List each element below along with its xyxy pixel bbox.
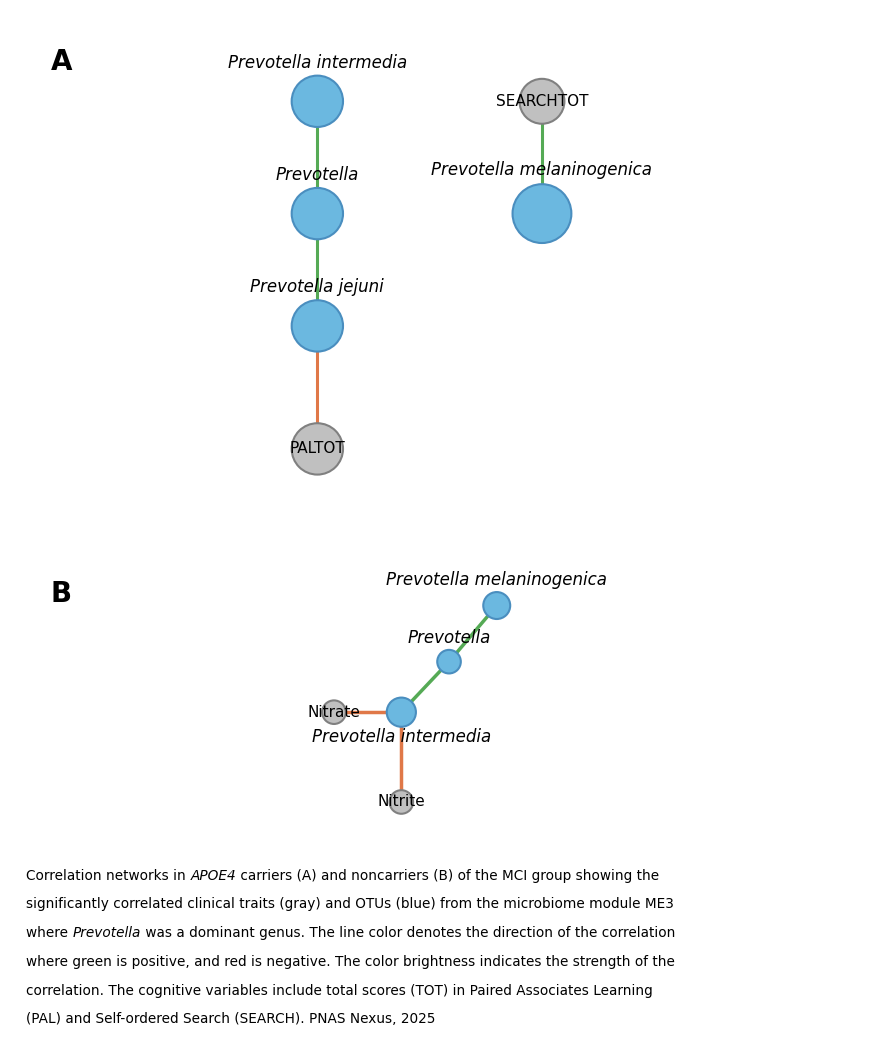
- Circle shape: [389, 790, 413, 813]
- Text: Prevotella intermedia: Prevotella intermedia: [228, 54, 407, 72]
- Text: where: where: [26, 926, 72, 940]
- Text: PALTOT: PALTOT: [289, 442, 345, 456]
- Circle shape: [291, 75, 342, 127]
- Text: Correlation networks in: Correlation networks in: [26, 868, 190, 882]
- Text: significantly correlated clinical traits (gray) and OTUs (blue) from the microbi: significantly correlated clinical traits…: [26, 897, 673, 912]
- Circle shape: [482, 592, 509, 620]
- Text: Prevotella melaninogenica: Prevotella melaninogenica: [386, 571, 607, 589]
- Text: Nitrate: Nitrate: [307, 704, 360, 720]
- Text: Prevotella: Prevotella: [275, 166, 359, 184]
- Text: was a dominant genus. The line color denotes the direction of the correlation: was a dominant genus. The line color den…: [141, 926, 674, 940]
- Text: Prevotella: Prevotella: [72, 926, 141, 940]
- Text: Prevotella intermedia: Prevotella intermedia: [311, 729, 490, 747]
- Circle shape: [519, 78, 564, 124]
- Text: correlation. The cognitive variables include total scores (TOT) in Paired Associ: correlation. The cognitive variables inc…: [26, 984, 652, 998]
- Circle shape: [291, 424, 342, 474]
- Text: B: B: [50, 580, 71, 608]
- Text: Nitrite: Nitrite: [377, 794, 425, 809]
- Text: (PAL) and Self-ordered Search (SEARCH). PNAS Nexus, 2025: (PAL) and Self-ordered Search (SEARCH). …: [26, 1012, 435, 1026]
- Circle shape: [322, 700, 345, 724]
- Text: Prevotella melaninogenica: Prevotella melaninogenica: [431, 161, 652, 179]
- Circle shape: [387, 698, 415, 726]
- Circle shape: [512, 184, 571, 243]
- Text: carriers (A) and noncarriers (B) of the MCI group showing the: carriers (A) and noncarriers (B) of the …: [235, 868, 658, 882]
- Text: Prevotella: Prevotella: [407, 629, 490, 647]
- Text: APOE4: APOE4: [190, 868, 235, 882]
- Text: Prevotella jejuni: Prevotella jejuni: [250, 279, 384, 297]
- Circle shape: [437, 650, 461, 674]
- Text: where green is positive, and red is negative. The color brightness indicates the: where green is positive, and red is nega…: [26, 955, 674, 969]
- Text: SEARCHTOT: SEARCHTOT: [495, 94, 587, 109]
- Text: A: A: [50, 48, 72, 76]
- Circle shape: [291, 187, 342, 239]
- Circle shape: [291, 301, 342, 352]
